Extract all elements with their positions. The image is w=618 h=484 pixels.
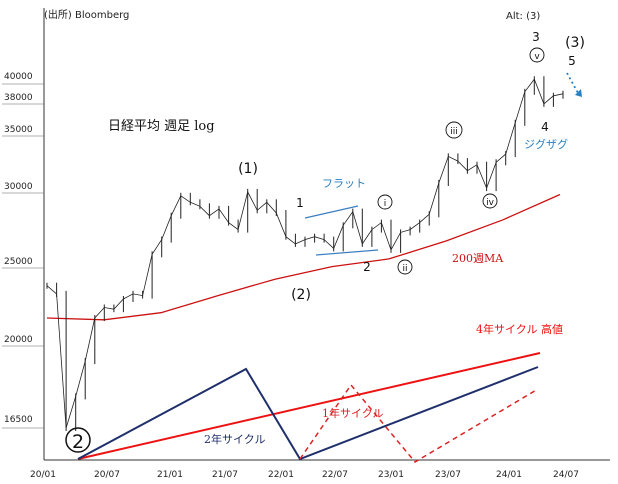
x-tick-label: 24/07 xyxy=(553,470,579,480)
circ-iv-label: iv xyxy=(486,198,495,208)
circ-ii-label: ii xyxy=(402,264,407,274)
minor-5-label: 5 xyxy=(568,54,576,68)
y-tick-label: 35000 xyxy=(4,125,33,135)
y-tick-label: 30000 xyxy=(4,182,33,192)
flat-upper-line xyxy=(304,205,359,219)
circ-iv: iv xyxy=(482,193,498,209)
x-tick-label: 21/01 xyxy=(157,470,183,480)
circ-v: v xyxy=(529,47,545,63)
y-tick-label: 40000 xyxy=(4,72,33,82)
y-tick: 38000 xyxy=(2,93,44,105)
y-tick: 25000 xyxy=(2,257,44,269)
wave-3-label: (3) xyxy=(565,35,585,51)
y-tick-label: 25000 xyxy=(4,257,33,267)
zigzag-annotation: ジグザグ xyxy=(524,137,568,151)
x-tick-label: 22/07 xyxy=(322,470,348,480)
ma200-line xyxy=(46,193,561,321)
x-axis-ticks: 20/01 20/07 21/01 21/07 22/01 22/07 23/0… xyxy=(30,470,579,480)
minor-4-label: 4 xyxy=(541,120,549,134)
y-tick: 40000 xyxy=(2,72,44,85)
price-line xyxy=(46,78,564,429)
circ-v-label: v xyxy=(534,52,540,62)
minor-2-label: 2 xyxy=(363,260,371,274)
chart-title: 日経平均 週足 log xyxy=(108,119,215,134)
minor-3-label: 3 xyxy=(532,30,540,44)
cycle2-annotation: 2年サイクル xyxy=(204,432,265,446)
cycle1-annotation: 1年サイクル xyxy=(322,406,383,420)
y-tick: 30000 xyxy=(2,182,44,194)
circ-i: i xyxy=(377,194,393,210)
axes xyxy=(43,8,610,461)
circ-ii: ii xyxy=(397,259,413,275)
circ-i-label: i xyxy=(384,199,387,209)
wave-2-circle xyxy=(65,427,91,453)
ma200-annotation: 200週MA xyxy=(452,252,504,265)
flat-lower-line xyxy=(315,249,379,256)
wave-2-label: (2) xyxy=(291,287,311,303)
projection-arrow xyxy=(566,72,579,94)
projection-arrowhead xyxy=(575,89,582,97)
circ-iii: iii xyxy=(445,121,463,139)
cycle4-high-line xyxy=(77,352,541,460)
x-tick-label: 24/01 xyxy=(496,470,522,480)
circ-iii-label: iii xyxy=(450,127,458,137)
cycle1-line xyxy=(299,383,539,463)
price-series xyxy=(46,76,564,431)
y-tick: 16500 xyxy=(2,415,44,429)
minor-1-label: 1 xyxy=(296,196,304,210)
alt-label: Alt: (3) xyxy=(506,11,540,22)
source-label: (出所) Bloomberg xyxy=(44,8,129,21)
cycle2-line xyxy=(77,366,539,461)
x-tick-label: 20/07 xyxy=(94,470,120,480)
x-tick-label: 20/01 xyxy=(30,470,56,480)
x-tick-label: 23/01 xyxy=(378,470,404,480)
y-tick: 20000 xyxy=(2,335,44,347)
y-tick-label: 20000 xyxy=(4,335,33,345)
wave-2-primary: 2 xyxy=(72,431,84,453)
y-tick: 35000 xyxy=(2,125,44,137)
flat-annotation: フラット xyxy=(322,177,366,190)
x-tick-label: 23/07 xyxy=(435,470,461,480)
cycle-lines xyxy=(77,352,541,463)
x-tick-label: 21/07 xyxy=(212,470,238,480)
y-axis-ticks: 16500 20000 25000 30000 35000 38000 4000… xyxy=(2,72,44,429)
y-tick-label: 38000 xyxy=(4,93,33,103)
wave-1-label: (1) xyxy=(238,161,258,177)
x-tick-label: 22/01 xyxy=(268,470,294,480)
y-tick-label: 16500 xyxy=(4,415,33,425)
cycle4-annotation: 4年サイクル 高値 xyxy=(476,322,563,336)
